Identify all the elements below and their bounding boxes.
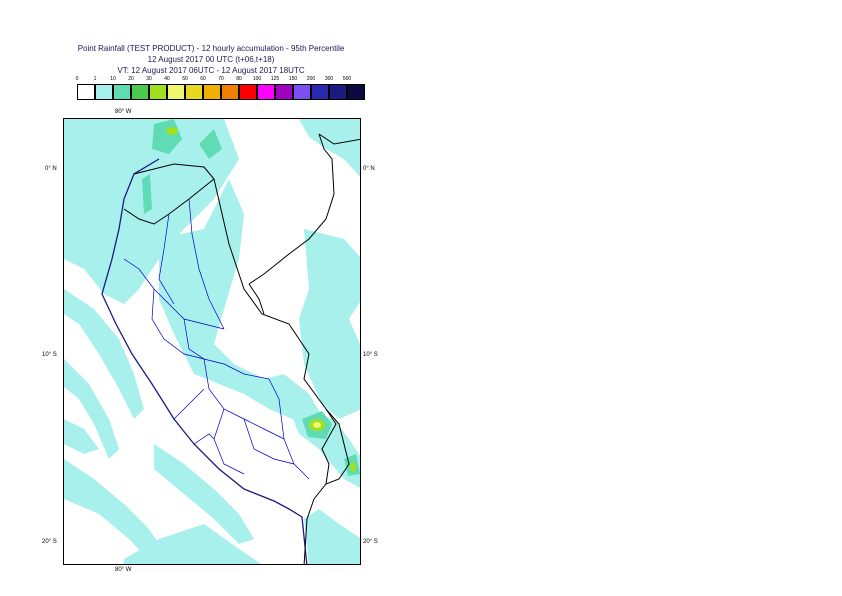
- province-border-4: [151, 288, 205, 360]
- latitude-label-right-20: 20° S: [363, 539, 378, 545]
- legend-tick-label: 40: [164, 76, 170, 82]
- chart-title-line-1: Point Rainfall (TEST PRODUCT) - 12 hourl…: [77, 44, 345, 53]
- legend-color-box: [293, 84, 311, 100]
- border-brazil-peru-north: [248, 283, 265, 315]
- province-border-2: [158, 213, 175, 305]
- province-border-11: [268, 378, 295, 465]
- border-brazil-colombia: [248, 133, 335, 285]
- legend-tick-label: 500: [342, 76, 352, 82]
- rain-area-mid-west: [64, 419, 99, 454]
- rain-area-coastal-stripe-3: [64, 459, 169, 564]
- legend-tick-label: 300: [324, 76, 334, 82]
- province-border-10: [193, 433, 215, 445]
- latitude-label-right-0: 0° N: [363, 166, 375, 172]
- rainfall-map[interactable]: [63, 118, 361, 565]
- legend-color-box: [95, 84, 113, 100]
- legend-color-box: [239, 84, 257, 100]
- legend-color-box: [347, 84, 365, 100]
- rain-area-coastal-stripe-2: [64, 359, 119, 459]
- province-border-6: [203, 358, 285, 440]
- province-border-9: [173, 388, 205, 420]
- legend-color-box: [185, 84, 203, 100]
- latitude-label-right-10: 10° S: [363, 352, 378, 358]
- legend-tick-label: 10: [110, 76, 116, 82]
- longitude-label-bottom: 80° W: [115, 567, 132, 573]
- legend-tick-label: 200: [306, 76, 316, 82]
- legend-color-box: [311, 84, 329, 100]
- legend-color-box: [275, 84, 293, 100]
- legend-color-box: [221, 84, 239, 100]
- chart-title-line-2: 12 August 2017 00 UTC (t+06,t+18): [147, 55, 275, 64]
- province-border-1: [123, 258, 225, 330]
- rain-area-coastal-stripe-4: [154, 444, 254, 544]
- rain-area-northeast: [299, 119, 360, 177]
- borders: [101, 133, 360, 564]
- legend-tick-label: 50: [182, 76, 188, 82]
- rain-area-coastal-stripe-5: [124, 524, 262, 564]
- province-border-7: [213, 408, 245, 475]
- rain-area-central-andes: [159, 179, 332, 434]
- legend-tick-label: 125: [270, 76, 280, 82]
- longitude-label-top: 80° W: [115, 109, 132, 115]
- rain-core-north: [166, 127, 178, 135]
- legend-tick-label: 30: [146, 76, 152, 82]
- rain-area-coastal-stripe-1: [64, 289, 144, 419]
- rain-area-east-amazon: [299, 229, 360, 419]
- legend-tick-label: 0: [75, 76, 79, 82]
- legend-tick-label: 20: [128, 76, 134, 82]
- legend-color-box: [167, 84, 185, 100]
- border-peru-brazil: [213, 178, 337, 485]
- border-venezuela: [318, 133, 360, 145]
- rainfall-fields: [64, 119, 360, 564]
- province-border-3: [188, 198, 225, 330]
- latitude-label-left-20: 20° S: [42, 539, 57, 545]
- province-border-5: [183, 318, 270, 380]
- rain-area-bottom-right: [304, 509, 360, 564]
- latitude-label-left-0: 0° N: [45, 166, 57, 172]
- chart-title-line-3: VT: 12 August 2017 06UTC - 12 August 201…: [117, 66, 305, 75]
- legend-color-box: [113, 84, 131, 100]
- border-colombia-ecuador: [133, 163, 215, 180]
- province-border-8: [243, 418, 310, 480]
- legend-color-box: [149, 84, 167, 100]
- rain-core-east-storm-inner: [313, 422, 321, 428]
- rain-spot-north-2: [199, 129, 222, 159]
- legend-color-box: [329, 84, 347, 100]
- coastline: [101, 158, 308, 564]
- legend-tick-label: 150: [288, 76, 298, 82]
- legend-tick-label: 60: [200, 76, 206, 82]
- legend-tick-label: 70: [218, 76, 224, 82]
- rain-core-southeast: [350, 462, 356, 472]
- rain-area-north-ocean: [64, 119, 239, 304]
- border-bolivia: [303, 408, 350, 564]
- legend-tick-label: 100: [252, 76, 262, 82]
- rain-spot-north-3: [142, 174, 152, 214]
- legend-tick-label: 1: [93, 76, 97, 82]
- legend-tick-label: 80: [236, 76, 242, 82]
- map-canvas: [64, 119, 360, 564]
- latitude-label-left-10: 10° S: [42, 352, 57, 358]
- legend-color-box: [131, 84, 149, 100]
- legend-color-box: [203, 84, 221, 100]
- legend-color-box: [257, 84, 275, 100]
- legend-color-box: [77, 84, 95, 100]
- border-ecuador-peru: [123, 178, 215, 225]
